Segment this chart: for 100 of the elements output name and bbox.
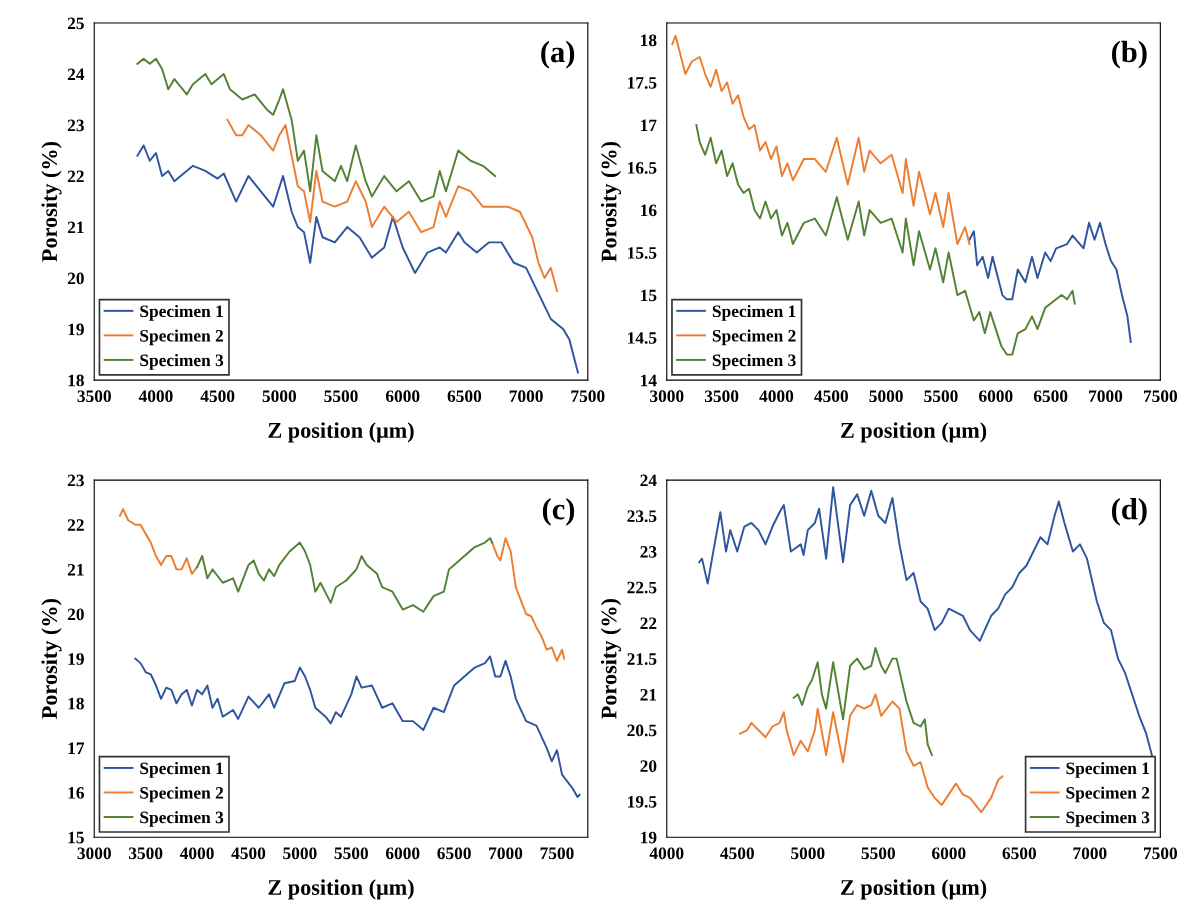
y-tick-label: 25 [67,17,84,30]
line-series [792,646,933,757]
y-tick-label: 22 [67,170,84,183]
x-tick-label: 3500 [128,847,163,860]
x-tick-label: 5500 [334,847,368,860]
annotation: (a) [541,40,575,69]
x-tick-label: 3500 [704,390,739,403]
annotation: (c) [542,497,575,526]
y-tick-label: 20 [67,608,84,621]
x-tick-label: 4500 [231,847,266,860]
line-series [671,34,971,246]
line-series [695,124,1076,356]
x-tick-label: 6500 [447,390,482,403]
legend-label: Specimen 3 [140,811,224,827]
x-tick-label: 5500 [324,390,358,403]
y-tick-label: 19 [68,653,84,665]
line-series [136,57,497,203]
annotation: (d) [1111,497,1147,526]
x-tick-label: 7500 [1143,847,1178,860]
x-tick-label: 7000 [1089,390,1123,403]
y-tick-label: 17 [68,742,85,754]
x-axis-title: Z position (μm) [268,422,414,443]
x-tick-label: 6000 [385,390,420,403]
y-tick-label: 16 [68,787,85,799]
y-tick-label: 17.5 [628,77,657,89]
x-tick-label: 4500 [200,390,235,403]
legend-label: Specimen 2 [140,786,224,803]
x-tick-label: 5500 [924,390,958,403]
y-tick-label: 15 [68,831,84,844]
x-tick-label: 4000 [138,390,173,403]
x-tick-label: 3000 [650,390,684,403]
x-tick-label: 5500 [861,847,895,860]
x-tick-label: 5000 [283,847,317,860]
x-tick-label: 4000 [649,847,684,860]
annotation: (b) [1111,40,1147,69]
x-tick-label: 6000 [385,847,420,860]
y-axis-title: Porosity (%) [41,599,62,719]
x-tick-label: 3500 [77,390,111,403]
legend-label: Specimen 3 [712,353,796,370]
x-tick-label: 5000 [869,390,903,403]
y-tick-label: 22 [640,617,657,629]
x-tick-label: 4000 [179,847,214,860]
y-tick-label: 20 [67,272,84,285]
y-tick-label: 14 [641,374,657,387]
x-tick-label: 5000 [262,390,297,403]
y-tick-label: 17 [641,119,657,132]
y-tick-label: 18 [68,374,84,387]
legend-label: Specimen 3 [1066,811,1150,827]
legend-label: Specimen 1 [140,761,223,778]
y-tick-label: 19 [68,323,84,336]
y-tick-label: 20.5 [627,724,657,737]
y-tick-label: 23.5 [627,510,657,523]
y-tick-label: 15.5 [628,247,657,259]
y-tick-label: 24 [67,68,85,81]
y-tick-label: 18 [68,697,84,710]
x-tick-label: 4500 [814,390,848,403]
y-tick-label: 21 [67,563,84,576]
y-tick-label: 16 [641,204,657,217]
y-tick-label: 22 [67,519,84,531]
y-tick-label: 21 [67,221,84,234]
y-axis-title: Porosity (%) [600,141,622,262]
x-axis-title: Z position (μm) [268,879,414,900]
line-series [968,221,1132,343]
y-tick-label: 18 [641,34,657,47]
legend-label: Specimen 1 [712,304,796,321]
y-tick-label: 24 [640,474,657,487]
legend-label: Specimen 2 [1066,786,1150,803]
y-tick-label: 15 [641,289,657,302]
y-tick-label: 21 [640,688,657,701]
x-tick-label: 6500 [1002,847,1037,860]
y-axis-title: Porosity (%) [600,599,622,719]
legend-label: Specimen 3 [140,353,224,370]
y-tick-label: 23 [640,546,657,558]
x-tick-label: 4500 [720,847,754,860]
y-tick-label: 16.5 [628,162,657,174]
x-axis-title: Z position (μm) [841,879,987,900]
y-tick-label: 23 [67,119,84,132]
x-tick-label: 6500 [1033,390,1068,403]
x-tick-label: 7500 [571,390,605,403]
y-tick-label: 22.5 [627,581,657,594]
y-axis-title: Porosity (%) [41,141,62,262]
x-tick-label: 7000 [509,390,543,403]
line-series [136,144,579,374]
line-series [698,486,1153,757]
x-tick-label: 7000 [1073,847,1107,860]
x-tick-label: 4000 [759,390,794,403]
x-tick-label: 3000 [77,847,111,860]
x-tick-label: 6500 [437,847,471,860]
x-tick-label: 7500 [1143,390,1178,403]
legend-label: Specimen 2 [140,329,224,346]
x-axis-title: Z position (μm) [841,422,987,443]
x-tick-label: 6000 [979,390,1013,403]
x-tick-label: 7500 [540,847,574,860]
y-tick-label: 23 [67,474,84,487]
legend-label: Specimen 1 [140,304,223,321]
y-tick-label: 19 [641,831,657,844]
line-series [226,118,558,292]
y-tick-label: 21.5 [627,653,657,665]
x-tick-label: 5000 [791,847,825,860]
x-tick-label: 6000 [932,847,966,860]
